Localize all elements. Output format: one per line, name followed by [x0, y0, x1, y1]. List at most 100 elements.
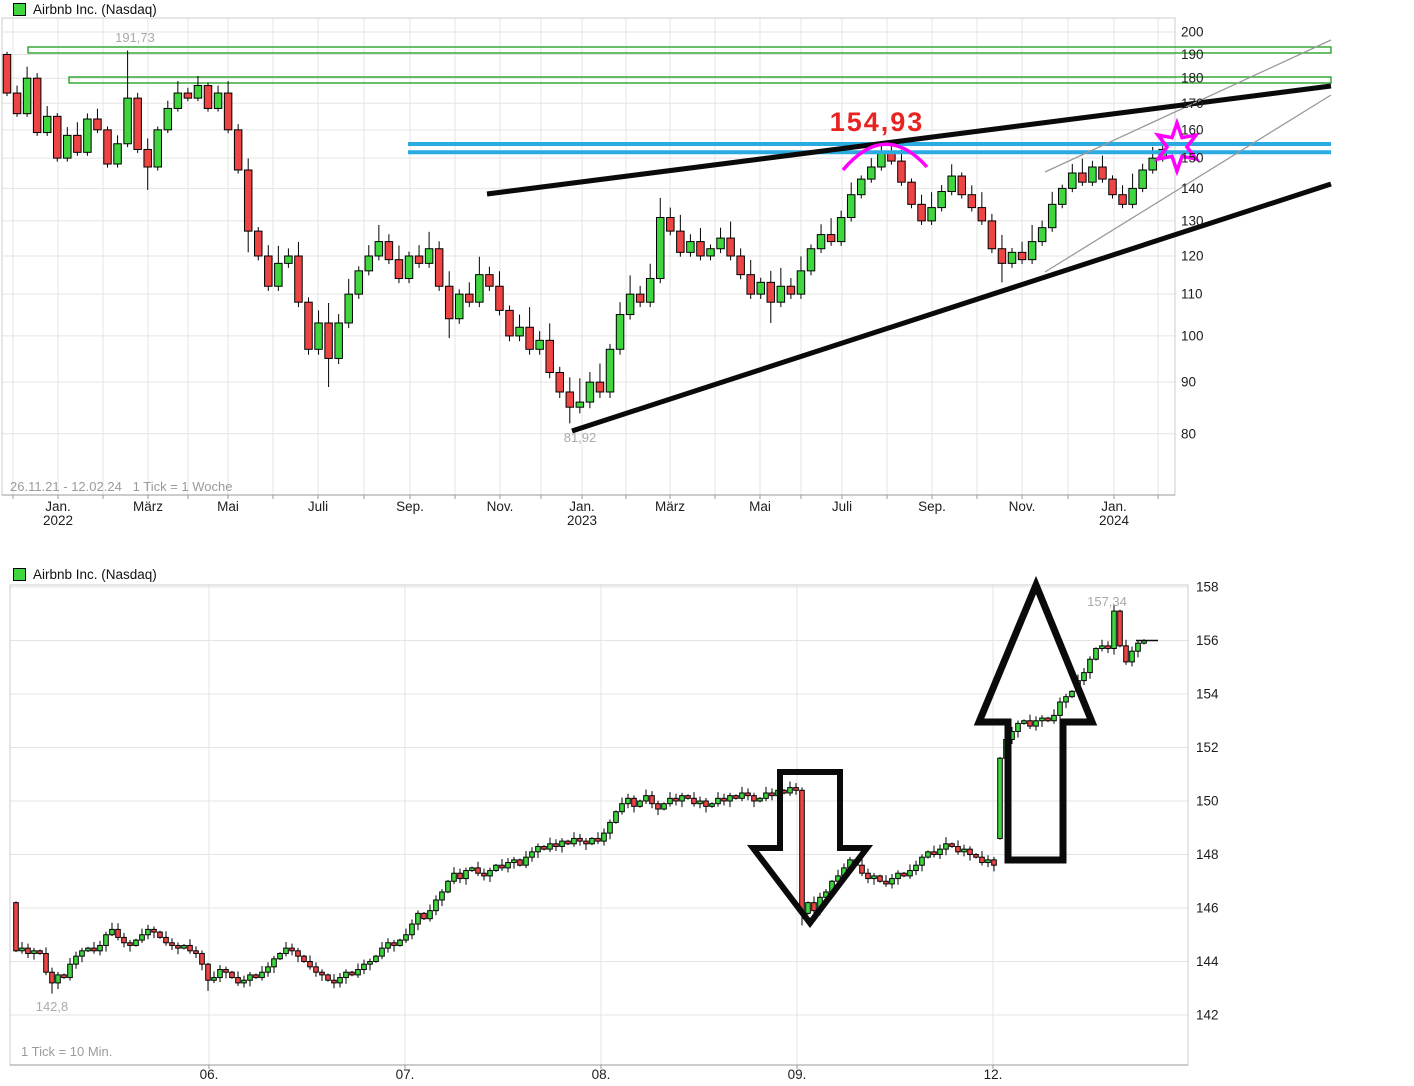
candle-down — [434, 248, 444, 287]
candle-down — [324, 322, 333, 359]
candle-up — [787, 787, 793, 794]
series-label: Airbnb Inc. (Nasdaq) — [33, 567, 157, 582]
candle-down — [384, 241, 394, 261]
x-axis-tick-label: 07. — [396, 1067, 415, 1082]
candle-down — [151, 928, 157, 933]
y-axis-tick-label: 160 — [1181, 122, 1204, 137]
candle-down — [301, 955, 307, 963]
candle-down — [655, 803, 661, 810]
candle-down — [264, 255, 273, 287]
candle-up — [937, 848, 943, 856]
candle-up — [709, 803, 715, 807]
candle-down — [917, 203, 926, 222]
candle-up — [716, 237, 725, 250]
candle-up — [997, 757, 1003, 839]
candle-up — [1129, 650, 1135, 663]
candle-down — [811, 902, 817, 912]
candle-up — [367, 961, 373, 965]
candle-up — [385, 942, 391, 949]
candle-down — [736, 255, 745, 276]
candle-down — [1117, 610, 1123, 647]
candle-up — [757, 797, 763, 802]
candle-down — [73, 134, 82, 153]
x-axis-year-label: 2022 — [43, 513, 73, 528]
candle-up — [19, 947, 25, 952]
intraday-chart-grid — [9, 584, 1189, 1069]
candle-down — [294, 255, 303, 303]
candle-down — [37, 950, 43, 954]
candle-up — [927, 207, 936, 222]
candle-up — [607, 821, 613, 834]
intraday-chart-candles — [13, 604, 1147, 994]
candle-up — [836, 217, 846, 243]
x-axis-tick-label: Sep. — [396, 499, 424, 514]
candle-up — [145, 928, 151, 936]
x-axis-tick-label: Nov. — [487, 499, 514, 514]
candle-down — [676, 230, 685, 253]
candle-up — [163, 107, 173, 131]
top-chart-legend[interactable]: Airbnb Inc. (Nasdaq) — [13, 2, 157, 17]
candle-down — [1108, 178, 1117, 196]
candle-up — [404, 255, 414, 279]
candle-up — [739, 792, 745, 799]
candle-down — [1098, 166, 1107, 180]
y-axis-tick-label: 154 — [1196, 687, 1219, 702]
candle-up — [1033, 720, 1039, 727]
candle-down — [495, 285, 504, 311]
up-arrow-annotation — [973, 575, 1098, 864]
candle-up — [613, 811, 619, 823]
candle-up — [1087, 658, 1093, 674]
candle-down — [193, 950, 199, 954]
candle-down — [199, 952, 205, 965]
candle-down — [955, 845, 961, 853]
candle-up — [1051, 714, 1057, 722]
candle-down — [1123, 645, 1129, 663]
candle-up — [947, 175, 956, 193]
candle-up — [637, 800, 643, 807]
candle-down — [746, 274, 755, 295]
candle-up — [217, 969, 223, 979]
candle-down — [931, 851, 937, 856]
bottom-chart-legend[interactable]: Airbnb Inc. (Nasdaq) — [13, 567, 157, 582]
candle-down — [53, 115, 62, 159]
candle-down — [13, 902, 19, 952]
candle-down — [555, 371, 564, 393]
candle-down — [481, 872, 487, 877]
y-axis-tick-label: 156 — [1196, 633, 1219, 648]
weekly-chart-annotations — [408, 39, 1332, 434]
candle-up — [601, 832, 607, 842]
candle-up — [241, 979, 247, 984]
y-axis-tick-label: 120 — [1181, 248, 1204, 263]
top-chart-range-info: 26.11.21 - 12.02.24 1 Tick = 1 Woche — [10, 479, 233, 494]
candle-down — [254, 230, 263, 257]
candle-up — [113, 143, 122, 165]
candle-down — [49, 971, 55, 984]
candle-down — [733, 795, 739, 799]
candle-up — [571, 837, 577, 845]
candle-down — [319, 971, 325, 976]
candle-up — [559, 840, 565, 847]
candle-up — [796, 270, 806, 295]
y-axis-tick-label: 190 — [1181, 47, 1204, 62]
gray-channel-upper — [1044, 39, 1332, 173]
candle-down — [391, 942, 397, 946]
candle-up — [985, 859, 991, 864]
candle-down — [1118, 194, 1127, 205]
candle-up — [505, 862, 511, 869]
candle-down — [12, 92, 22, 115]
candle-down — [877, 875, 883, 882]
candle-up — [445, 880, 451, 893]
candle-down — [766, 281, 776, 303]
candle-up — [857, 178, 866, 196]
x-axis-tick-label: 12. — [984, 1067, 1003, 1082]
candle-up — [424, 248, 434, 264]
candle-up — [1058, 187, 1067, 205]
candle-down — [187, 944, 193, 952]
candle-down — [577, 837, 583, 842]
candle-down — [203, 85, 213, 109]
y-axis-tick-label: 130 — [1181, 213, 1204, 228]
candle-up — [334, 322, 343, 359]
candle-down — [565, 391, 575, 408]
candle-up — [727, 795, 733, 802]
